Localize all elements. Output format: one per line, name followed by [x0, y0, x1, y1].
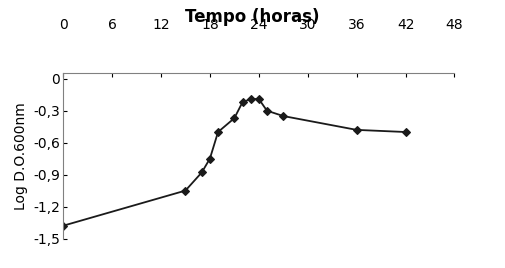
Text: Tempo (horas): Tempo (horas) — [185, 8, 320, 26]
Y-axis label: Log D.O.600nm: Log D.O.600nm — [14, 102, 28, 210]
